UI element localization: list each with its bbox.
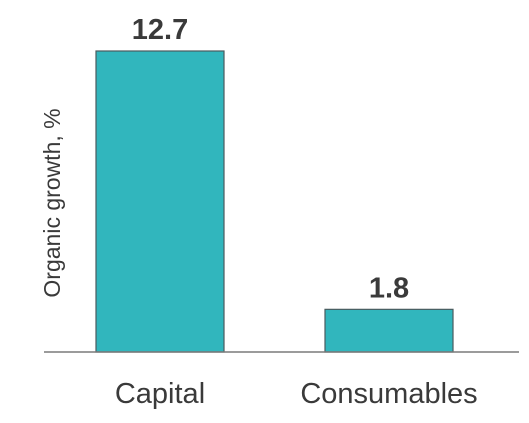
bar-capital	[95, 50, 225, 353]
category-label-consumables: Consumables	[300, 378, 477, 410]
bars-layer	[95, 50, 454, 353]
category-label-capital: Capital	[115, 378, 205, 410]
y-axis-label: Organic growth, %	[39, 108, 65, 297]
value-label-capital: 12.7	[132, 14, 188, 46]
labels-layer: 12.7 Capital 1.8 Consumables	[115, 14, 478, 410]
bar-consumables	[324, 308, 454, 353]
value-label-consumables: 1.8	[369, 272, 409, 304]
